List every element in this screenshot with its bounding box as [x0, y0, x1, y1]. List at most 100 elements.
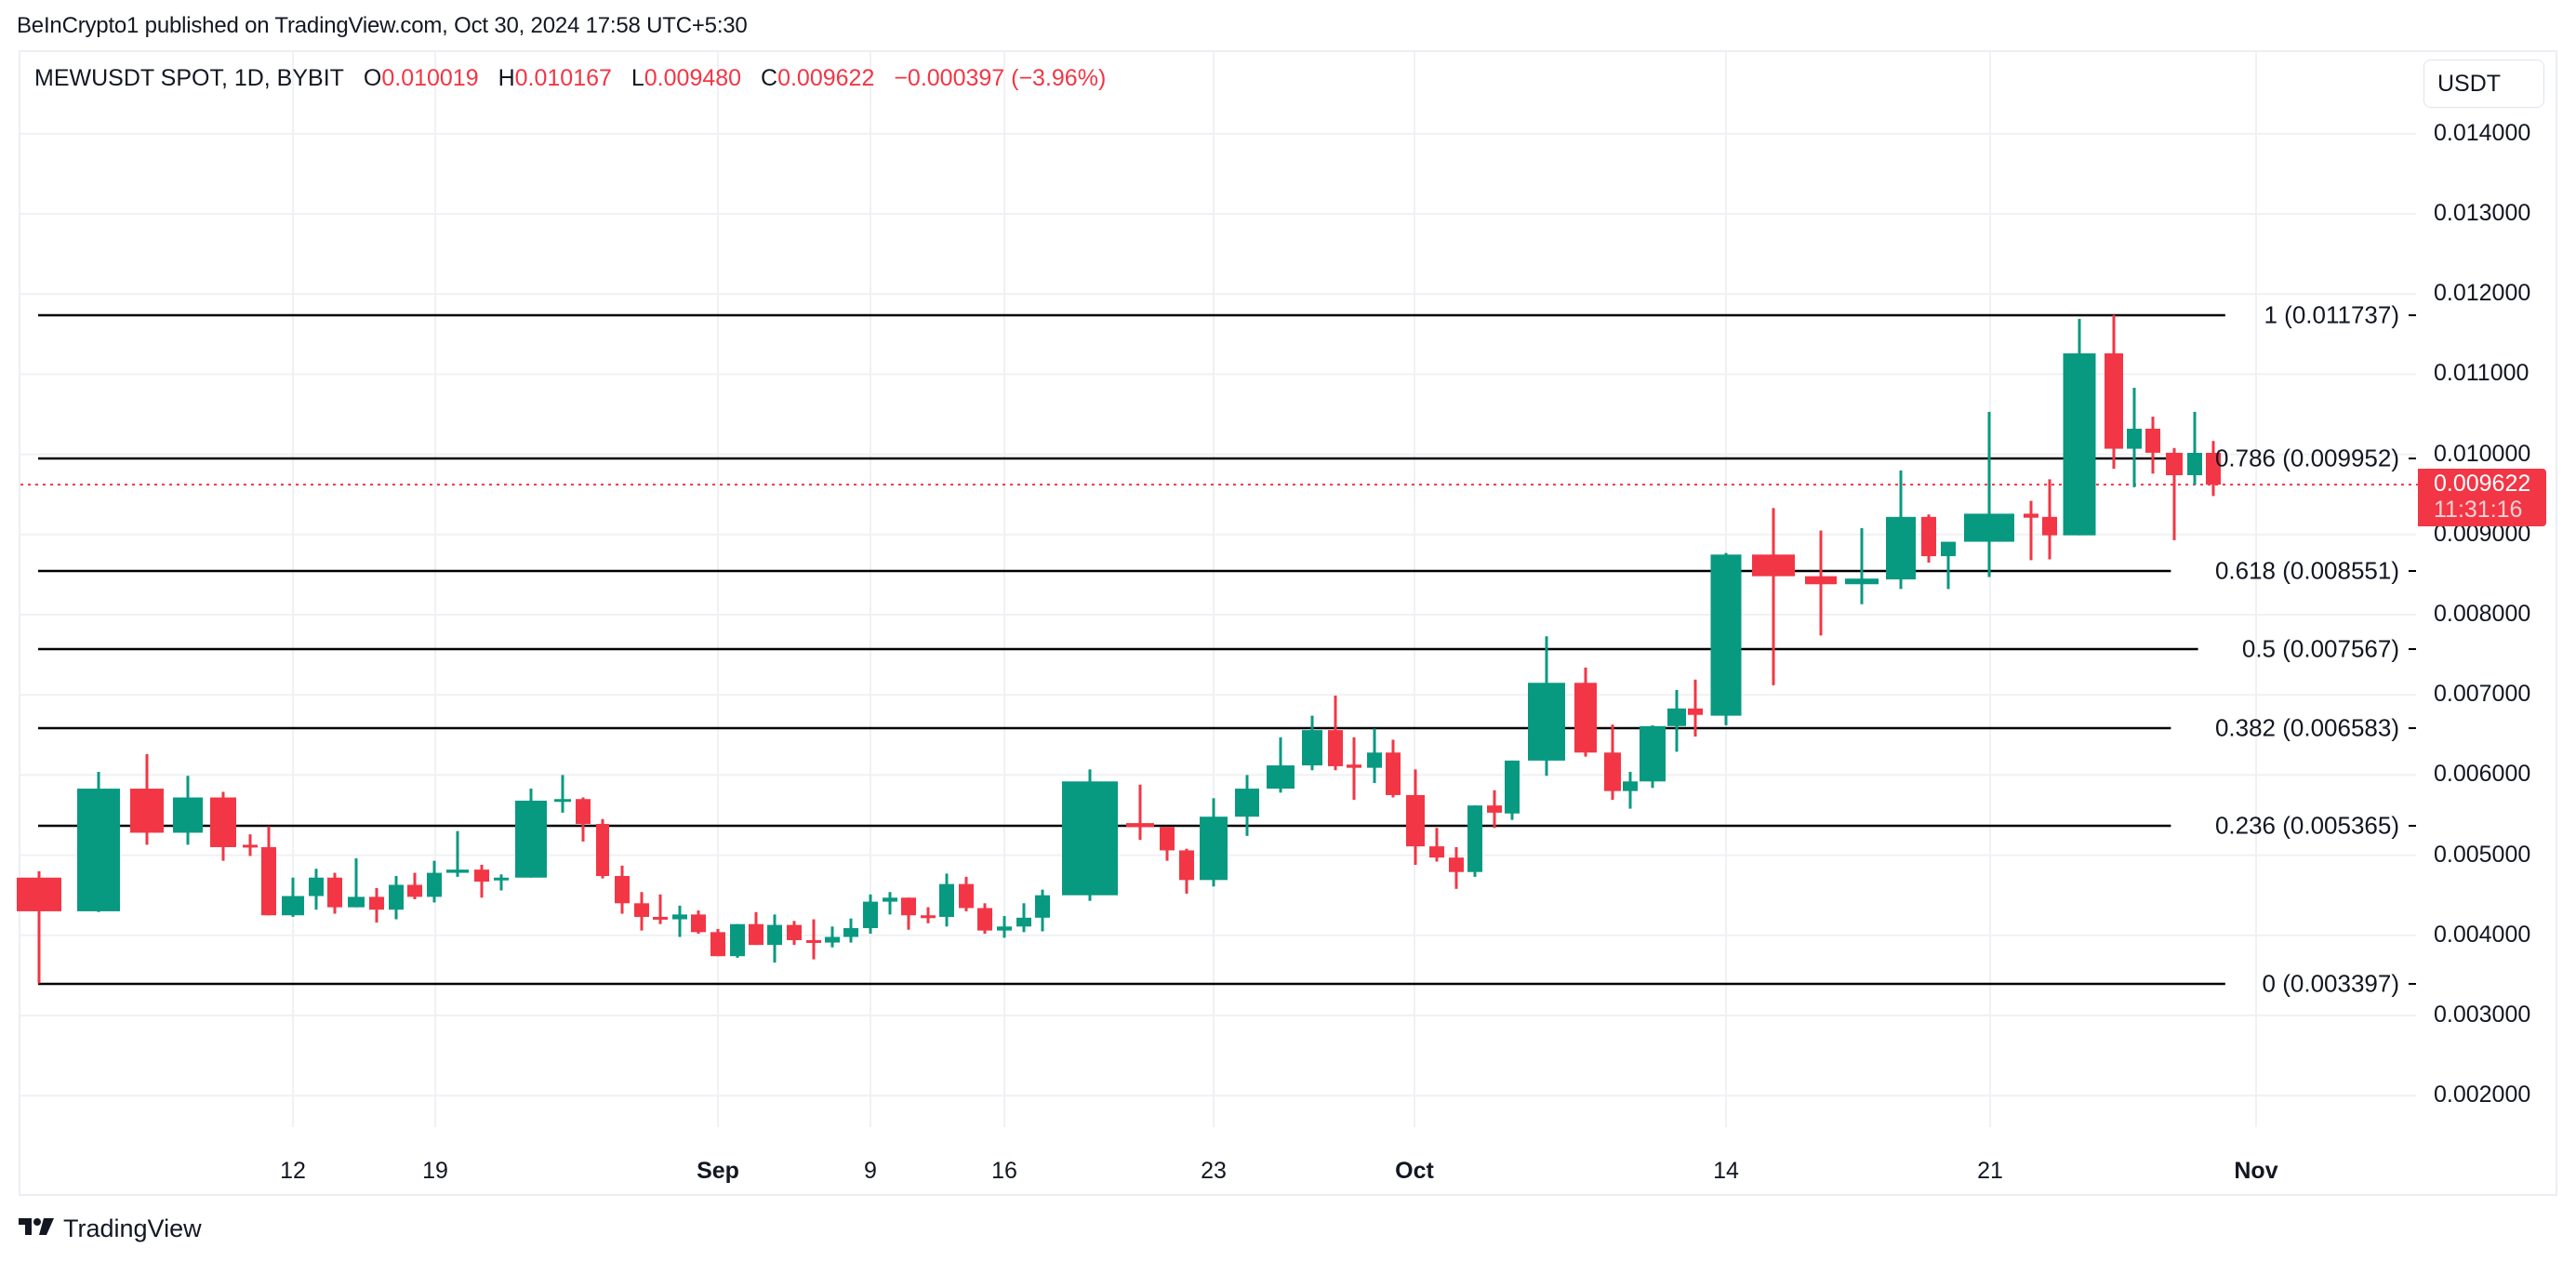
- candle-down: [2105, 314, 2123, 470]
- candle-down: [1805, 530, 1837, 636]
- candle-down: [2206, 441, 2221, 497]
- candle-down: [1429, 828, 1444, 862]
- price-tick-label: 0.013000: [2434, 200, 2531, 226]
- candle-down: [787, 921, 802, 946]
- candle-down: [1752, 508, 1795, 685]
- current-price-tag: 0.009622 11:31:16: [2418, 469, 2546, 526]
- price-tick-label: 0.005000: [2434, 841, 2531, 868]
- candle-down: [901, 897, 916, 930]
- currency-unit-button[interactable]: USDT: [2423, 60, 2544, 108]
- candle-down: [1126, 784, 1154, 841]
- candle-up: [1505, 760, 1520, 820]
- candle-up: [730, 923, 745, 958]
- high-key: H: [498, 65, 515, 91]
- candle-up: [77, 771, 120, 912]
- time-tick-label: 23: [1201, 1158, 1227, 1184]
- tradingview-logo-icon[interactable]: [19, 1216, 56, 1239]
- candle-up: [1886, 470, 1916, 590]
- candle-down: [977, 903, 992, 935]
- open-value: 0.010019: [381, 65, 479, 91]
- candle-down: [1347, 737, 1361, 801]
- price-tick-label: 0.006000: [2434, 761, 2531, 788]
- symbol-legend[interactable]: MEWUSDT SPOT, 1D, BYBIT O0.010019 H0.010…: [34, 65, 1106, 92]
- fib-level-label: 1 (0.011737): [2264, 300, 2399, 329]
- candle-down: [1604, 724, 1621, 801]
- candle-up: [1302, 715, 1322, 771]
- fib-level-label: 0.5 (0.007567): [2241, 634, 2399, 663]
- fib-level-label: 0.236 (0.005365): [2214, 811, 2399, 840]
- candle-down: [243, 834, 258, 856]
- price-tick-label: 0.010000: [2434, 440, 2531, 467]
- chart-panel[interactable]: [19, 50, 2557, 1196]
- candle-up: [494, 874, 509, 891]
- candles: [17, 314, 2221, 984]
- time-tick-label: 21: [1977, 1158, 2003, 1184]
- candle-up: [427, 860, 442, 903]
- candle-up: [2127, 388, 2142, 487]
- candle-down: [1179, 848, 1194, 894]
- candle-up: [825, 926, 840, 948]
- candle-down: [749, 911, 764, 946]
- candle-up: [1845, 527, 1879, 604]
- open-key: O: [363, 65, 382, 91]
- candle-up: [767, 914, 782, 963]
- candle-up: [1016, 903, 1031, 933]
- horizontal-gridlines: [20, 132, 2416, 1097]
- time-tick-label: 14: [1713, 1158, 1739, 1184]
- fib-level-label: 0.382 (0.006583): [2214, 713, 2399, 742]
- close-value: 0.009622: [777, 65, 875, 91]
- time-tick-label: Oct: [1395, 1158, 1434, 1184]
- candle-down: [596, 818, 609, 879]
- price-tick-label: 0.004000: [2434, 921, 2531, 948]
- candle-up: [2187, 411, 2202, 485]
- price-tick-label: 0.002000: [2434, 1082, 2531, 1108]
- candle-down: [634, 892, 649, 931]
- tradingview-brand[interactable]: TradingView: [63, 1215, 202, 1242]
- symbol-title[interactable]: MEWUSDT SPOT, 1D, BYBIT: [34, 65, 344, 91]
- candle-down: [691, 910, 706, 935]
- bar-countdown: 11:31:16: [2434, 497, 2523, 523]
- price-tick-label: 0.012000: [2434, 280, 2531, 307]
- candle-up: [1640, 724, 1666, 789]
- price-tick-label: 0.003000: [2434, 1002, 2531, 1028]
- candle-down: [210, 791, 236, 861]
- candle-down: [369, 887, 384, 923]
- candle-down: [1688, 679, 1703, 737]
- candle-down: [1328, 696, 1343, 771]
- current-price-value: 0.009622: [2434, 471, 2531, 497]
- candle-down: [17, 870, 61, 984]
- candle-up: [883, 892, 897, 915]
- candle-up: [1200, 798, 1228, 887]
- candle-down: [1921, 514, 1936, 563]
- candle-up: [1035, 889, 1050, 932]
- candle-down: [959, 876, 974, 911]
- low-value: 0.009480: [644, 65, 742, 91]
- candle-down: [261, 826, 276, 916]
- candle-up: [348, 858, 365, 908]
- candle-down: [1160, 827, 1175, 861]
- time-tick-label: 9: [864, 1158, 877, 1184]
- candle-down: [407, 872, 422, 900]
- candle-up: [173, 776, 203, 845]
- price-tick-label: 0.011000: [2434, 360, 2530, 387]
- candle-down: [710, 928, 725, 957]
- candle-down: [615, 865, 630, 914]
- candle-down: [2042, 479, 2057, 560]
- time-tick-label: 16: [991, 1158, 1017, 1184]
- candle-up: [515, 789, 547, 878]
- candle-up: [1367, 728, 1382, 784]
- candle-down: [1487, 790, 1502, 829]
- candle-down: [1574, 667, 1597, 757]
- candle-up: [1267, 737, 1295, 793]
- time-tick-label: 19: [422, 1158, 448, 1184]
- candle-down: [1449, 846, 1464, 889]
- candle-up: [1528, 636, 1565, 777]
- candle-up: [1941, 541, 1956, 590]
- candle-down: [2024, 500, 2038, 561]
- time-tick-label: Nov: [2234, 1158, 2278, 1184]
- candle-up: [1235, 775, 1259, 836]
- candle-up: [554, 775, 571, 813]
- low-key: L: [631, 65, 644, 91]
- candle-up: [863, 894, 878, 935]
